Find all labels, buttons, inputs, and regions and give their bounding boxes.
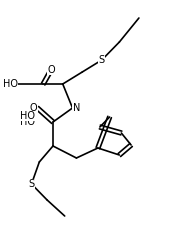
Text: N: N xyxy=(73,103,80,113)
Text: HO: HO xyxy=(20,117,35,127)
Text: S: S xyxy=(28,179,35,189)
Text: O: O xyxy=(30,103,37,113)
Text: O: O xyxy=(47,65,55,75)
Text: HO: HO xyxy=(3,79,18,89)
Text: HO: HO xyxy=(20,111,35,121)
Text: S: S xyxy=(99,55,105,65)
